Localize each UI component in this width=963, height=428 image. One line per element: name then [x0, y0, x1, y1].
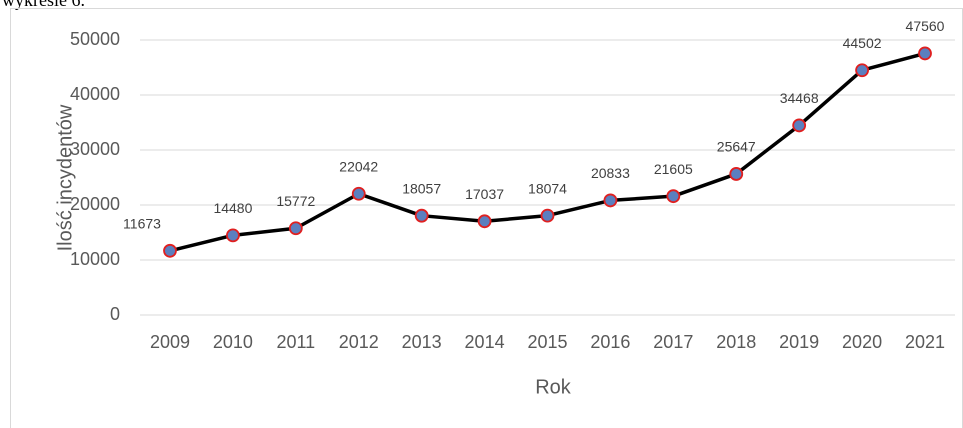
- data-label: 34468: [780, 90, 819, 106]
- data-label: 20833: [591, 165, 630, 181]
- x-axis-title: Rok: [535, 376, 572, 398]
- x-tick-label: 2017: [653, 332, 693, 352]
- x-tick-label: 2016: [590, 332, 630, 352]
- marker: [477, 214, 492, 229]
- x-tick-label: 2010: [213, 332, 253, 352]
- x-tick-label: 2020: [842, 332, 882, 352]
- y-axis-title: Ilość incydentów: [54, 104, 76, 251]
- data-label: 18057: [402, 180, 441, 196]
- data-label: 25647: [717, 139, 756, 155]
- x-tick-label: 2009: [150, 332, 190, 352]
- y-tick-label: 40000: [70, 84, 120, 104]
- document-text: wykresie 6.: [2, 0, 85, 10]
- data-label: 15772: [276, 193, 315, 209]
- marker: [855, 63, 869, 78]
- marker: [540, 208, 555, 223]
- marker: [288, 221, 303, 236]
- marker: [918, 46, 932, 61]
- data-label: 21605: [654, 161, 693, 177]
- data-label: 22042: [339, 158, 378, 174]
- x-tick-label: 2019: [779, 332, 819, 352]
- y-tick-label: 50000: [70, 29, 120, 49]
- y-tick-label: 20000: [70, 194, 120, 214]
- data-label: 11673: [123, 216, 161, 232]
- marker: [792, 118, 807, 133]
- x-tick-label: 2012: [339, 332, 379, 352]
- y-tick-label: 10000: [70, 249, 120, 269]
- y-tick-label: 0: [110, 304, 120, 324]
- marker: [414, 208, 429, 223]
- y-tick-label: 30000: [70, 139, 120, 159]
- x-tick-label: 2015: [527, 332, 567, 352]
- x-tick-label: 2018: [716, 332, 756, 352]
- x-tick-label: 2014: [465, 332, 505, 352]
- marker: [226, 228, 240, 243]
- data-label: 14480: [213, 200, 252, 216]
- data-label: 47560: [906, 18, 945, 34]
- marker: [163, 243, 177, 258]
- data-label: 17037: [465, 186, 504, 202]
- data-label: 18074: [528, 180, 567, 196]
- x-tick-label: 2013: [402, 332, 442, 352]
- marker: [603, 193, 618, 208]
- marker: [729, 167, 744, 181]
- x-tick-label: 2011: [276, 332, 315, 352]
- x-tick-label: 2021: [905, 332, 945, 352]
- marker: [666, 189, 681, 204]
- data-label: 44502: [843, 35, 882, 51]
- marker: [351, 186, 366, 201]
